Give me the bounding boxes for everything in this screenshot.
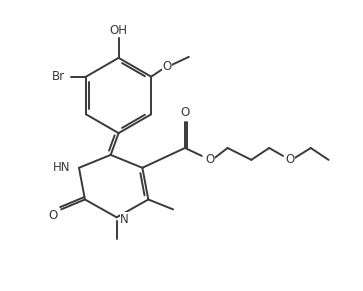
Text: N: N <box>120 213 129 226</box>
Text: O: O <box>285 153 295 166</box>
Text: Br: Br <box>52 70 65 83</box>
Text: O: O <box>180 106 189 119</box>
Text: OH: OH <box>110 24 128 37</box>
Text: HN: HN <box>52 161 70 174</box>
Text: O: O <box>49 209 58 222</box>
Text: O: O <box>162 60 172 73</box>
Text: O: O <box>205 153 215 166</box>
